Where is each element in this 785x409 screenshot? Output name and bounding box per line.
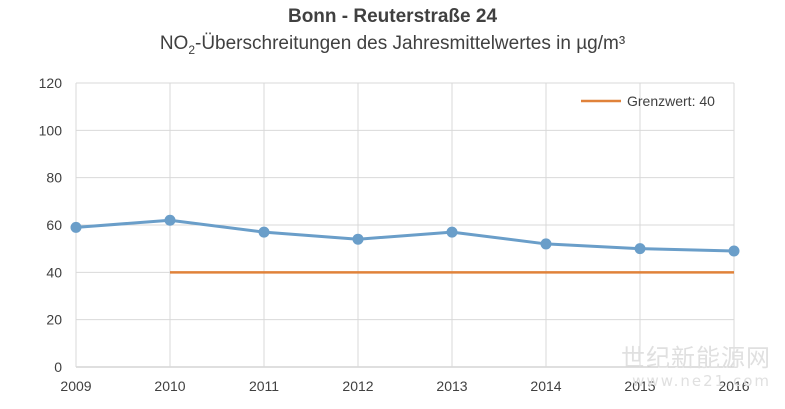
chart-subtitle: NO2-Überschreitungen des Jahresmittelwer… <box>0 30 785 64</box>
x-tick-label: 2012 <box>342 378 373 394</box>
y-tick-label: 60 <box>46 217 62 233</box>
x-tick-label: 2011 <box>249 378 279 394</box>
x-tick-label: 2015 <box>624 378 655 394</box>
x-tick-label: 2009 <box>60 378 91 394</box>
data-point <box>258 226 270 238</box>
data-point <box>70 221 82 233</box>
subtitle-rest: -Überschreitungen des Jahresmittelwertes… <box>195 33 626 54</box>
y-tick-label: 80 <box>46 170 62 186</box>
chart-title: Bonn - Reuterstraße 24 <box>287 6 498 27</box>
data-point <box>540 238 552 250</box>
data-point <box>352 233 364 245</box>
x-tick-label: 2013 <box>436 378 467 394</box>
data-point <box>728 245 740 257</box>
data-point <box>164 214 176 226</box>
legend-label: Grenzwert: 40 <box>627 93 715 109</box>
x-tick-label: 2016 <box>718 378 749 394</box>
subtitle-subscript: 2 <box>188 42 195 57</box>
data-point <box>634 243 646 255</box>
x-tick-label: 2014 <box>530 378 561 394</box>
watermark-line2: www.ne21.com <box>632 372 771 390</box>
chart-title-block: Bonn - Reuterstraße 24 NO2-Überschreitun… <box>0 4 785 64</box>
y-tick-label: 120 <box>39 75 63 91</box>
x-tick-label: 2010 <box>154 378 185 394</box>
subtitle-prefix: NO <box>159 33 189 54</box>
watermark-line1: 世纪新能源网 <box>621 344 771 372</box>
y-tick-label: 0 <box>54 359 62 375</box>
y-tick-label: 100 <box>39 122 63 138</box>
watermark: 世纪新能源网 www.ne21.com <box>621 344 771 390</box>
y-tick-label: 40 <box>46 264 62 280</box>
y-tick-label: 20 <box>46 312 62 328</box>
series-line <box>75 218 735 253</box>
data-point <box>446 226 458 238</box>
